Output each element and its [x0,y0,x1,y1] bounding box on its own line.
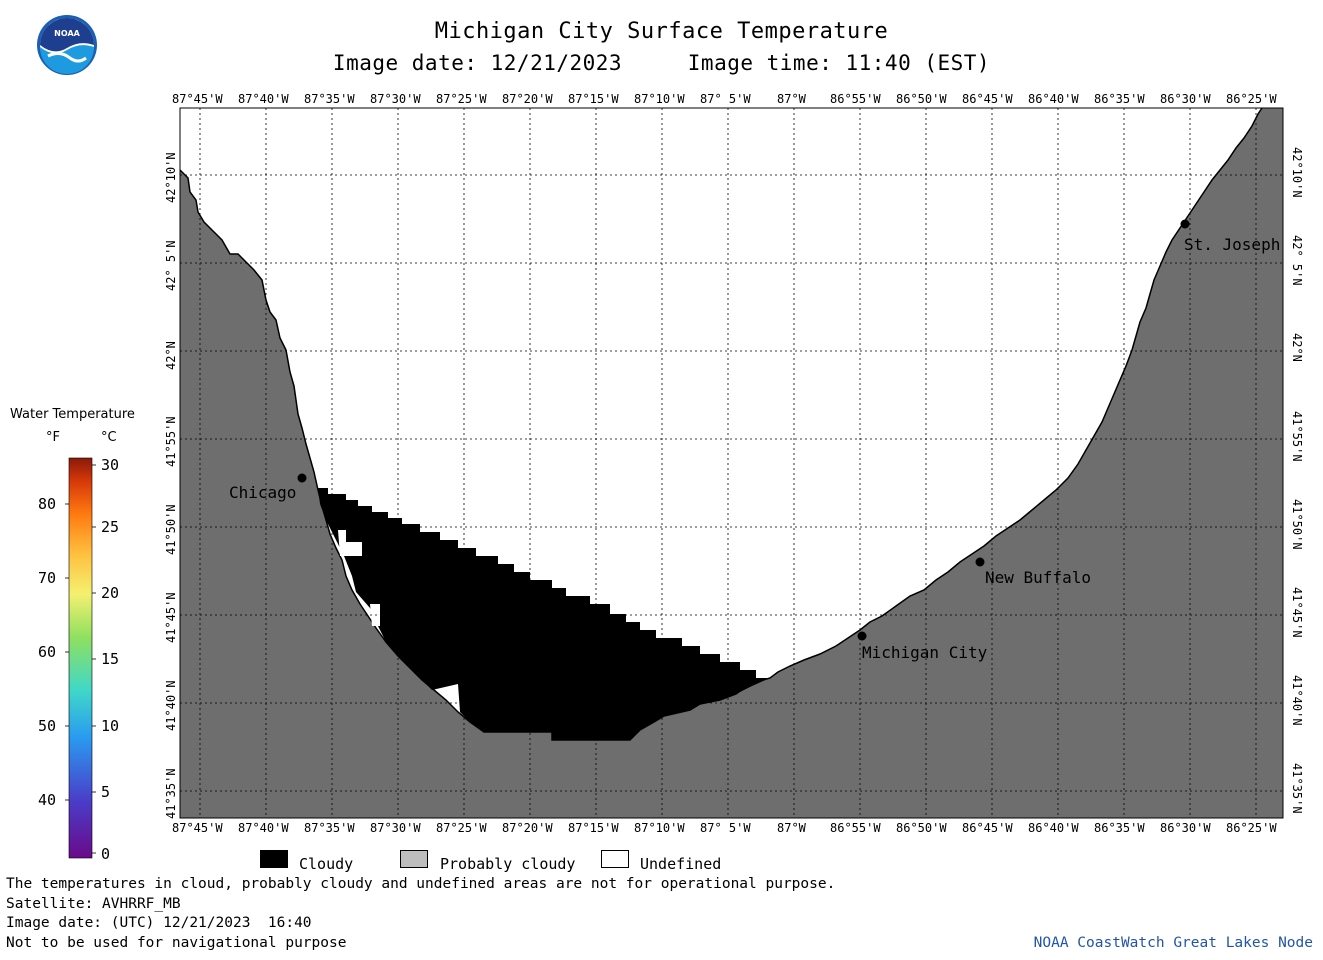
lat-label-right: 41°50'N [1290,499,1304,550]
lat-label-right: 41°40'N [1290,675,1304,726]
lat-label-right: 42°10'N [1290,147,1304,198]
lat-label-left: 41°50'N [164,504,178,555]
lon-label-bottom: 87°35'W [304,821,355,835]
lat-label-left: 42°N [164,341,178,370]
legend-f-tick: 80 [38,495,57,513]
michigan-city-marker [857,631,867,641]
cloud-area [318,488,770,740]
lat-label-left: 42° 5'N [164,240,178,291]
lon-label-top: 86°50'W [896,92,947,106]
legend-f-tick: 60 [38,643,57,661]
lon-label-top: 86°25'W [1226,92,1277,106]
land-west-south [180,108,1283,818]
legend-f-tick: 40 [38,791,57,809]
lon-label-bottom: 87°10'W [634,821,685,835]
lon-label-bottom: 86°45'W [962,821,1013,835]
lat-label-right: 41°35'N [1290,763,1304,814]
city-label-chicago: Chicago [229,483,297,502]
st-joseph-marker [1180,219,1190,229]
footer-credit: NOAA CoastWatch Great Lakes Node [1033,935,1313,951]
lon-label-bottom: 86°50'W [896,821,947,835]
legend-c-tick: 5 [101,783,111,801]
lon-label-bottom: 87°40'W [238,821,289,835]
key-probably-cloudy-swatch [400,850,428,868]
lat-label-right: 41°55'N [1290,411,1304,462]
noaa-logo: NOAA [37,15,97,75]
lon-label-top: 87°15'W [568,92,619,106]
graticule [180,108,1283,818]
lat-label-left: 41°55'N [164,416,178,467]
legend-c-tick: 30 [101,456,120,474]
lon-label-top: 87°40'W [238,92,289,106]
lon-label-bottom: 87°45'W [172,821,223,835]
lat-label-left: 41°45'N [164,592,178,643]
lon-label-bottom: 86°30'W [1160,821,1211,835]
noaa-logo-text: NOAA [54,29,80,38]
lon-label-top: 87°35'W [304,92,355,106]
legend-c-tick: 10 [101,717,120,735]
city-label-michigan-city: Michigan City [862,643,988,662]
lon-label-bottom: 86°40'W [1028,821,1079,835]
legend-c-tick: 15 [101,650,120,668]
key-undefined-label: Undefined [640,855,722,873]
lon-label-top: 87°25'W [436,92,487,106]
lon-label-top: 87°W [777,92,806,106]
image-date-time: Image date: 12/21/2023 Image time: 11:40… [332,51,991,75]
temperature-color-bar [65,457,96,859]
lat-label-right: 41°45'N [1290,587,1304,638]
legend-f-tick: 70 [38,569,57,587]
key-cloudy-label: Cloudy [299,855,354,873]
legend-unit-f: °F [46,430,60,445]
city-label-st-joseph: St. Joseph [1184,235,1281,254]
lon-label-top: 87°45'W [172,92,223,106]
lon-label-top: 87°30'W [370,92,421,106]
lat-label-left: 41°40'N [164,680,178,731]
chicago-marker [297,473,307,483]
lon-label-top: 86°45'W [962,92,1013,106]
lon-label-bottom: 87°25'W [436,821,487,835]
lon-label-bottom: 86°25'W [1226,821,1277,835]
lon-label-top: 86°40'W [1028,92,1079,106]
footer-disclaimer: The temperatures in cloud, probably clou… [6,876,836,892]
footer-utc-date: Image date: (UTC) 12/21/2023 16:40 [6,915,312,931]
lat-label-right: 42° 5'N [1290,235,1304,286]
legend-title: Water Temperature [10,407,135,422]
lon-label-bottom: 87°20'W [502,821,553,835]
lon-label-top: 87°20'W [502,92,553,106]
lat-label-left: 42°10'N [164,152,178,203]
key-probably-cloudy-label: Probably cloudy [440,855,576,873]
new-buffalo-marker [975,557,985,567]
legend-c-tick: 20 [101,584,120,602]
legend-f-tick: 50 [38,717,57,735]
lon-label-bottom: 86°35'W [1094,821,1145,835]
lon-label-top: 87°10'W [634,92,685,106]
legend-unit-c: °C [101,430,117,445]
lon-label-top: 86°30'W [1160,92,1211,106]
lon-label-bottom: 87°W [777,821,806,835]
lon-label-bottom: 87°15'W [568,821,619,835]
city-label-new-buffalo: New Buffalo [985,568,1091,587]
map-title: Michigan City Surface Temperature [434,19,889,44]
legend-c-tick: 0 [101,845,111,863]
key-cloudy-swatch [260,850,288,868]
map-frame [179,107,1284,819]
lon-label-bottom: 86°55'W [830,821,881,835]
lon-label-top: 87° 5'W [700,92,751,106]
lon-label-top: 86°35'W [1094,92,1145,106]
lat-label-right: 42°N [1290,333,1304,362]
footer-satellite: Satellite: AVHRRF_MB [6,896,181,912]
key-undefined-swatch [601,850,629,868]
lon-label-bottom: 87°30'W [370,821,421,835]
footer-navigation-warning: Not to be used for navigational purpose [6,935,347,951]
lon-label-bottom: 87° 5'W [700,821,751,835]
lon-label-top: 86°55'W [830,92,881,106]
lat-label-left: 41°35'N [164,768,178,819]
legend-c-tick: 25 [101,518,120,536]
